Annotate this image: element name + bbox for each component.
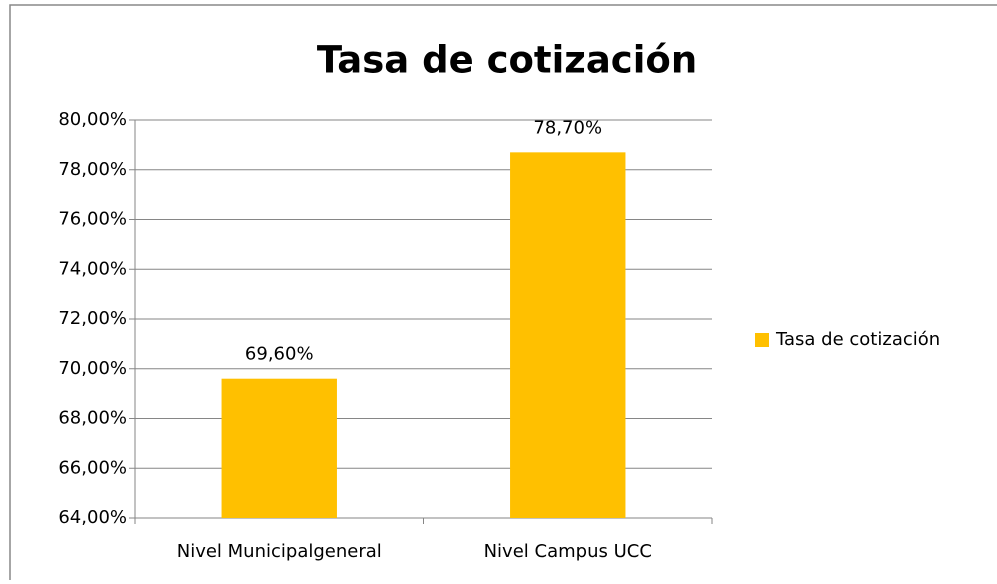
x-tick-label: Nivel Campus UCC [484, 541, 652, 562]
y-tick-label: 72,00% [58, 308, 127, 329]
chart-title: Tasa de cotización [317, 39, 697, 82]
x-tick-label: Nivel Municipalgeneral [177, 541, 382, 562]
y-tick-label: 78,00% [58, 159, 127, 180]
y-tick-label: 80,00% [58, 109, 127, 130]
y-tick-label: 66,00% [58, 457, 127, 478]
y-tick-label: 74,00% [58, 258, 127, 279]
y-tick-label: 68,00% [58, 408, 127, 429]
legend-swatch [755, 333, 769, 347]
y-tick-label: 76,00% [58, 209, 127, 230]
chart-border [9, 4, 997, 584]
data-label: 69,60% [245, 344, 314, 365]
bar [510, 152, 626, 518]
y-tick-label: 64,00% [58, 507, 127, 528]
y-tick-label: 70,00% [58, 358, 127, 379]
data-label: 78,70% [533, 117, 602, 138]
legend-label: Tasa de cotización [775, 329, 940, 350]
bar [221, 378, 337, 518]
